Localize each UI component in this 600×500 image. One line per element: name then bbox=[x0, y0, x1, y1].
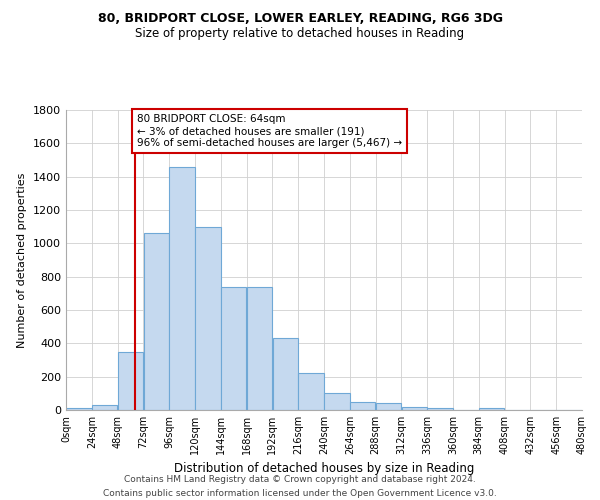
Y-axis label: Number of detached properties: Number of detached properties bbox=[17, 172, 28, 348]
Text: 80, BRIDPORT CLOSE, LOWER EARLEY, READING, RG6 3DG: 80, BRIDPORT CLOSE, LOWER EARLEY, READIN… bbox=[97, 12, 503, 26]
Bar bbox=[272, 338, 298, 410]
Text: 80 BRIDPORT CLOSE: 64sqm
← 3% of detached houses are smaller (191)
96% of semi-d: 80 BRIDPORT CLOSE: 64sqm ← 3% of detache… bbox=[137, 114, 402, 148]
X-axis label: Distribution of detached houses by size in Reading: Distribution of detached houses by size … bbox=[174, 462, 474, 475]
Bar bbox=[324, 392, 350, 410]
Bar bbox=[169, 166, 195, 410]
Bar bbox=[298, 374, 324, 410]
Bar bbox=[479, 408, 505, 410]
Bar bbox=[118, 352, 143, 410]
Bar bbox=[427, 408, 453, 410]
Bar bbox=[401, 406, 427, 410]
Bar bbox=[350, 402, 376, 410]
Bar bbox=[247, 286, 272, 410]
Text: Contains HM Land Registry data © Crown copyright and database right 2024.
Contai: Contains HM Land Registry data © Crown c… bbox=[103, 476, 497, 498]
Bar bbox=[221, 286, 247, 410]
Text: Size of property relative to detached houses in Reading: Size of property relative to detached ho… bbox=[136, 28, 464, 40]
Bar bbox=[376, 404, 401, 410]
Bar bbox=[66, 408, 92, 410]
Bar bbox=[92, 405, 118, 410]
Bar bbox=[195, 226, 221, 410]
Bar bbox=[143, 234, 169, 410]
